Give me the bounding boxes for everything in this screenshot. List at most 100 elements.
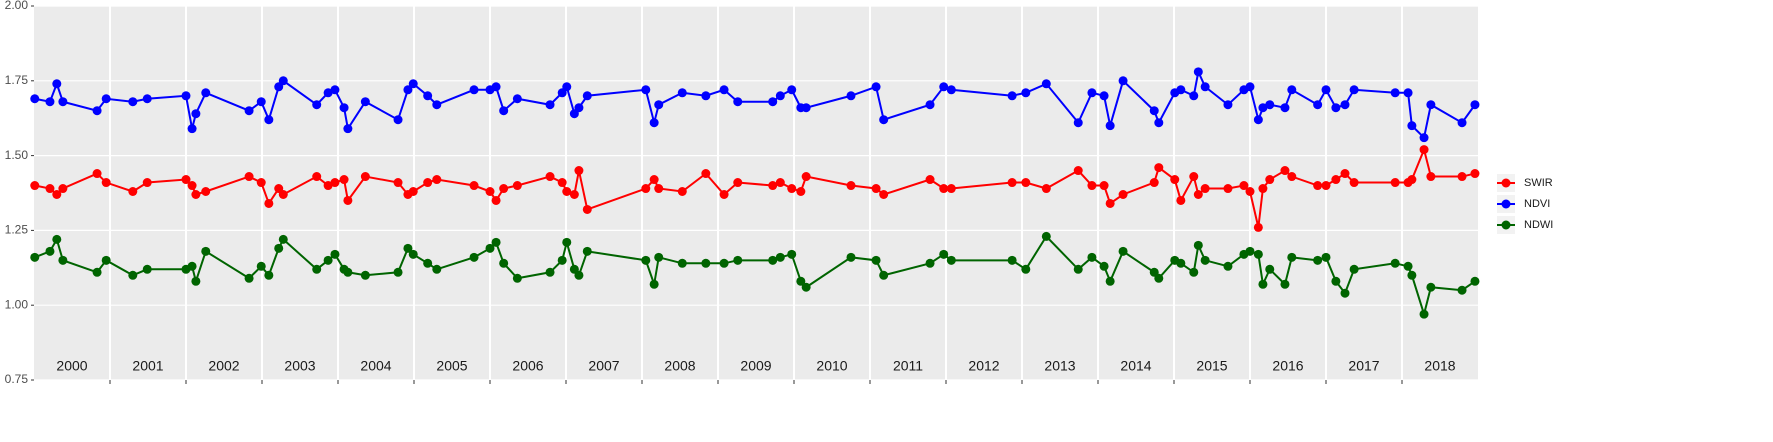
series-point	[1407, 270, 1417, 280]
series-point	[801, 103, 811, 113]
series-point	[1280, 166, 1290, 176]
series-point	[187, 261, 197, 271]
series-point	[1321, 252, 1331, 262]
series-point	[187, 181, 197, 191]
series-point	[1258, 184, 1268, 194]
series-point	[768, 181, 778, 191]
series-point	[360, 97, 370, 107]
series-point	[393, 267, 403, 277]
series-point	[677, 187, 687, 197]
year-label: 2015	[1196, 358, 1227, 374]
series-point	[330, 178, 340, 188]
series-point	[512, 273, 522, 283]
y-tick-label: 0.75	[5, 372, 29, 386]
series-point	[339, 103, 349, 113]
series-point	[1041, 231, 1051, 241]
series-point	[871, 184, 881, 194]
series-point	[128, 270, 138, 280]
series-point	[871, 82, 881, 92]
series-point	[1154, 273, 1164, 283]
series-point	[649, 118, 659, 128]
series-point	[1149, 106, 1159, 116]
series-point	[1340, 169, 1350, 179]
year-label: 2012	[968, 358, 999, 374]
series-point	[775, 252, 785, 262]
series-point	[256, 178, 266, 188]
series-point	[323, 88, 333, 98]
series-point	[562, 187, 572, 197]
year-label: 2016	[1272, 358, 1303, 374]
series-point	[1419, 133, 1429, 143]
year-label: 2001	[132, 358, 163, 374]
series-point	[733, 97, 743, 107]
year-label: 2013	[1044, 358, 1075, 374]
series-point	[1390, 88, 1400, 98]
year-label: 2011	[893, 358, 923, 374]
legend-point	[1501, 178, 1511, 188]
series-point	[879, 115, 889, 125]
series-point	[201, 246, 211, 256]
series-point	[485, 243, 495, 253]
series-point	[545, 172, 555, 182]
series-point	[1407, 175, 1417, 185]
series-point	[1200, 255, 1210, 265]
series-point	[1239, 181, 1249, 191]
series-point	[846, 181, 856, 191]
year-label: 2004	[360, 358, 391, 374]
series-point	[1253, 115, 1263, 125]
series-point	[1007, 255, 1017, 265]
series-point	[787, 184, 797, 194]
series-point	[360, 270, 370, 280]
series-point	[30, 252, 40, 262]
series-point	[1287, 172, 1297, 182]
series-point	[1470, 276, 1480, 286]
series-point	[432, 100, 442, 110]
series-point	[191, 276, 201, 286]
y-tick-label: 1.75	[5, 73, 29, 87]
series-point	[871, 255, 881, 265]
series-point	[1105, 198, 1115, 208]
series-point	[1099, 91, 1109, 101]
series-point	[52, 234, 62, 244]
series-point	[187, 124, 197, 134]
series-point	[879, 189, 889, 199]
series-point	[677, 258, 687, 268]
series-point	[582, 204, 592, 214]
series-point	[512, 181, 522, 191]
year-label: 2010	[816, 358, 847, 374]
series-point	[1287, 85, 1297, 95]
series-point	[1176, 195, 1186, 205]
series-point	[312, 172, 322, 182]
series-point	[1193, 67, 1203, 77]
series-point	[1265, 175, 1275, 185]
series-point	[201, 88, 211, 98]
series-point	[244, 273, 254, 283]
series-point	[1253, 249, 1263, 259]
series-point	[92, 106, 102, 116]
series-point	[768, 255, 778, 265]
series-point	[1390, 178, 1400, 188]
series-point	[330, 249, 340, 259]
series-point	[1340, 100, 1350, 110]
series-point	[545, 100, 555, 110]
year-label: 2018	[1424, 358, 1455, 374]
series-point	[393, 178, 403, 188]
series-point	[264, 270, 274, 280]
series-point	[1223, 261, 1233, 271]
series-point	[557, 178, 567, 188]
series-point	[775, 178, 785, 188]
series-point	[796, 187, 806, 197]
year-label: 2014	[1120, 358, 1151, 374]
legend-label: SWIR	[1524, 177, 1553, 189]
series-point	[574, 270, 584, 280]
series-point	[1021, 264, 1031, 274]
series-point	[142, 94, 152, 104]
year-label: 2009	[740, 358, 771, 374]
series-point	[719, 189, 729, 199]
series-point	[719, 258, 729, 268]
series-point	[946, 184, 956, 194]
series-point	[1087, 181, 1097, 191]
series-point	[45, 184, 55, 194]
series-point	[641, 255, 651, 265]
